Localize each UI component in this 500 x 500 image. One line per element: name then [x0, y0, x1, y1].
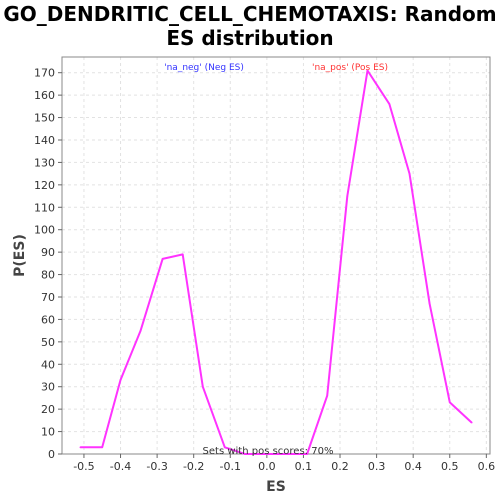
es-distribution-point — [428, 302, 431, 305]
y-tick-label: 140 — [34, 134, 55, 147]
y-tick-label: 110 — [34, 201, 55, 214]
es-distribution-point — [346, 195, 349, 197]
es-distribution-point — [266, 453, 268, 455]
y-tick-label: 20 — [41, 403, 55, 416]
y-tick-label: 60 — [41, 313, 55, 326]
plot-frame — [61, 56, 491, 455]
x-tick-label: 0.5 — [441, 460, 459, 473]
x-tick-label: -0.4 — [110, 460, 131, 473]
annotation-pos-es: 'na_pos' (Pos ES) — [312, 63, 388, 73]
tick-layer: -0.5 -0.4 -0.3 -0.2 -0.1 0.0 0.1 0.2 0.3 0.4 0.5 0.… — [34, 67, 495, 473]
annotation-pos-scores: Sets with pos scores: 70% — [203, 446, 334, 457]
es-distribution-point — [388, 103, 391, 105]
x-tick-label: -0.5 — [73, 460, 94, 473]
es-distribution-point — [202, 385, 204, 388]
es-distribution-point — [366, 69, 369, 72]
es-distribution-point — [139, 329, 142, 332]
y-axis-label: P(ES) — [12, 234, 28, 277]
series-layer — [79, 69, 473, 455]
grid-layer — [62, 57, 490, 455]
y-tick-label: 130 — [34, 156, 55, 169]
x-tick-label: 0.3 — [368, 460, 386, 473]
y-tick-label: 90 — [41, 246, 55, 259]
es-distribution-point — [101, 446, 103, 449]
es-distribution-point — [244, 453, 246, 455]
annotation-neg-es: 'na_neg' (Neg ES) — [164, 63, 244, 73]
es-distribution-point — [79, 446, 82, 449]
x-tick-label: 0.1 — [295, 460, 313, 473]
es-distribution-point — [224, 446, 226, 449]
y-tick-label: 0 — [48, 448, 55, 461]
y-tick-label: 80 — [41, 269, 55, 282]
es-distribution-point — [449, 401, 451, 404]
x-tick-label: 0.4 — [404, 460, 422, 473]
x-tick-label: -0.1 — [220, 460, 241, 473]
x-tick-label: 0.6 — [478, 460, 496, 473]
x-axis-label: ES — [266, 479, 286, 495]
x-tick-label: 0.2 — [331, 460, 349, 473]
chart-title-line-1: GO_DENDRITIC_CELL_CHEMOTAXIS: Random — [3, 2, 497, 26]
y-tick-label: 70 — [41, 291, 55, 304]
es-distribution-point — [470, 421, 473, 424]
es-distribution-point — [161, 258, 164, 260]
es-distribution-point — [288, 453, 290, 455]
es-distribution-point — [119, 379, 122, 381]
y-tick-label: 30 — [41, 381, 55, 394]
es-distribution-point — [306, 453, 308, 455]
x-tick-label: -0.3 — [146, 460, 167, 473]
es-distribution-point — [181, 253, 184, 256]
es-distribution-point — [326, 394, 329, 397]
chart-title-line-2: ES distribution — [166, 26, 334, 50]
y-tick-label: 40 — [41, 358, 55, 371]
y-tick-label: 150 — [34, 112, 55, 125]
y-tick-label: 100 — [34, 224, 55, 237]
es-distribution-line — [80, 69, 473, 455]
chart-title: GO_DENDRITIC_CELL_CHEMOTAXIS: Random ES … — [0, 2, 500, 50]
x-tick-label: 0.0 — [258, 460, 276, 473]
es-distribution-point — [408, 172, 411, 175]
y-tick-label: 10 — [41, 426, 55, 439]
y-tick-label: 160 — [34, 89, 55, 102]
y-tick-label: 50 — [41, 336, 55, 349]
y-tick-label: 170 — [34, 67, 55, 80]
x-tick-label: -0.2 — [183, 460, 204, 473]
y-tick-label: 120 — [34, 179, 55, 192]
